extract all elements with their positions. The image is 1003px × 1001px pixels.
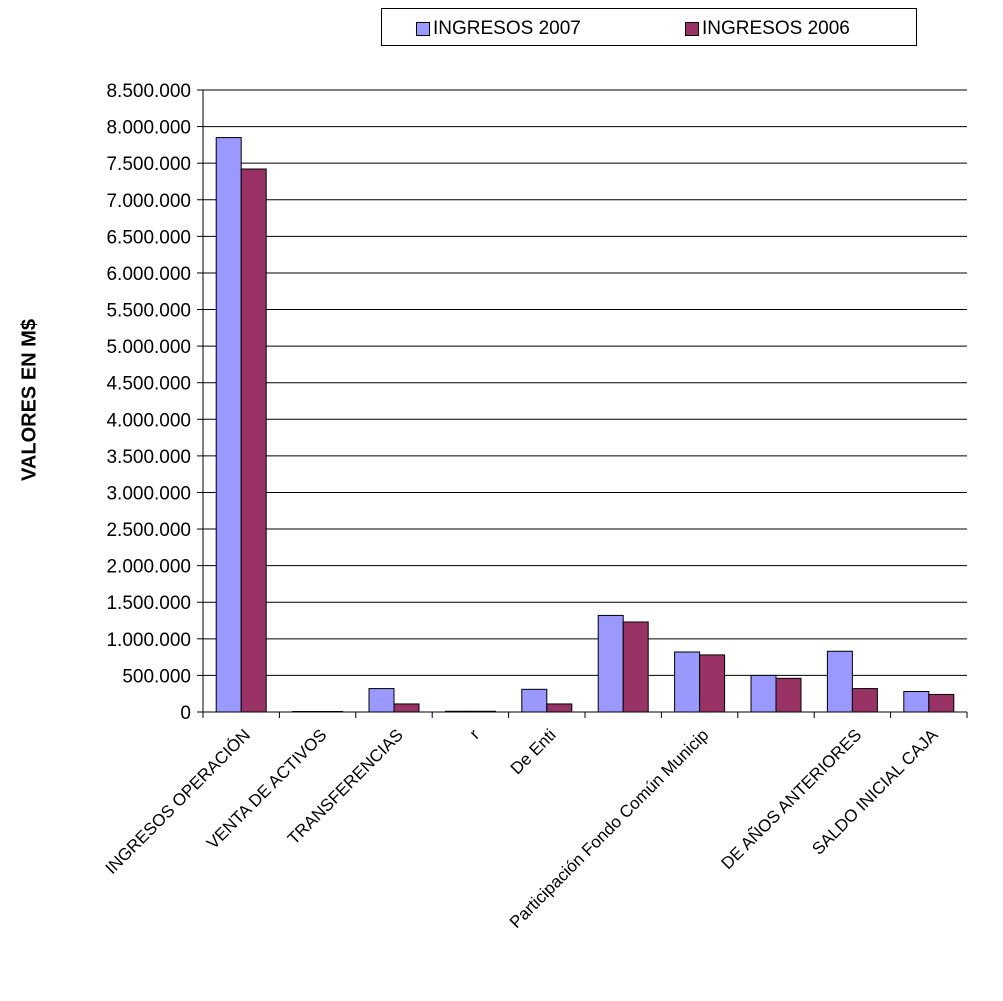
bar-2007 <box>292 711 319 713</box>
y-tick-label: 3.000.000 <box>106 483 191 504</box>
bar-2006 <box>240 168 267 713</box>
y-tick-label: 4.500.000 <box>106 374 191 395</box>
y-tick-label: 8.500.000 <box>106 81 191 102</box>
bar-2006 <box>928 693 955 713</box>
bar-2007 <box>674 651 701 713</box>
y-tick-label: 8.000.000 <box>106 118 191 139</box>
x-tick-label: DE AÑOS ANTERIORES <box>718 725 866 873</box>
x-tick-label: r <box>466 725 484 743</box>
bar-2007 <box>215 137 242 713</box>
legend-swatch-2006 <box>685 22 699 36</box>
bar-2006 <box>622 621 649 713</box>
bar-2006 <box>546 703 573 713</box>
y-tick-label: 3.500.000 <box>106 447 191 468</box>
y-tick-label: 4.000.000 <box>106 410 191 431</box>
y-tick-label: 7.500.000 <box>106 154 191 175</box>
legend: INGRESOS 2007 INGRESOS 2006 <box>381 8 917 46</box>
bar-2007 <box>521 688 548 713</box>
legend-swatch-2007 <box>416 22 430 36</box>
bar-2007 <box>903 691 930 713</box>
bar-2006 <box>699 654 726 713</box>
legend-label-2007: INGRESOS 2007 <box>433 18 581 39</box>
y-tick-label: 5.000.000 <box>106 337 191 358</box>
y-tick-label: 1.500.000 <box>106 593 191 614</box>
legend-item-2007: INGRESOS 2007 <box>416 18 581 40</box>
x-tick-label: De Enti <box>507 725 560 778</box>
y-tick-label: 2.500.000 <box>106 520 191 541</box>
bar-2006 <box>317 711 344 713</box>
y-tick-label: 7.000.000 <box>106 191 191 212</box>
y-tick-label: 6.000.000 <box>106 264 191 285</box>
y-tick-label: 2.000.000 <box>106 557 191 578</box>
bar-2007 <box>368 688 395 713</box>
legend-label-2006: INGRESOS 2006 <box>702 18 850 39</box>
bar-2006 <box>775 677 802 713</box>
y-tick-label: 0 <box>180 703 191 724</box>
y-tick-label: 5.500.000 <box>106 301 191 322</box>
bar-2006 <box>469 710 496 713</box>
bar-2006 <box>393 703 420 713</box>
bar-2007 <box>444 710 471 713</box>
bar-2007 <box>826 650 853 713</box>
y-tick-label: 500.000 <box>122 666 191 687</box>
bar-2007 <box>597 614 624 713</box>
y-tick-label: 6.500.000 <box>106 227 191 248</box>
x-tick-label: SALDO INICIAL CAJA <box>808 725 942 859</box>
bar-2006 <box>851 688 878 713</box>
y-tick-label: 1.000.000 <box>106 630 191 651</box>
x-tick-label: INGRESOS OPERACIÓN <box>102 725 254 877</box>
legend-item-2006: INGRESOS 2006 <box>685 18 850 40</box>
bar-2007 <box>750 674 777 713</box>
